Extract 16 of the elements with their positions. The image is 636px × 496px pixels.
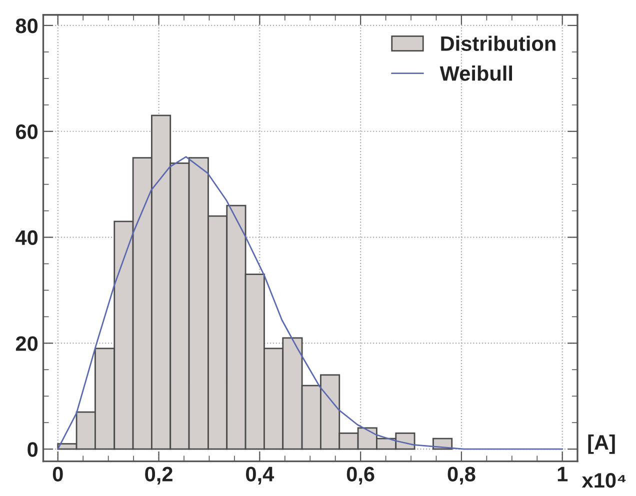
x-tick-label: 0,2 (145, 466, 172, 484)
x-tick-label: 0 (52, 466, 63, 482)
text: x10⁴ (582, 472, 626, 488)
x-tick-label: 0,8 (448, 466, 476, 484)
x-tick-label: 0,6 (346, 466, 374, 484)
y-tick-label: 0 (28, 442, 38, 457)
y-tick-label: 40 (16, 230, 38, 246)
legend-label: Distribution (441, 36, 556, 52)
y-tick-label: 20 (16, 336, 38, 351)
legend-label: Weibull (440, 66, 512, 81)
x-axis-title: [A] (588, 434, 615, 454)
y-tick-label: 80 (16, 18, 38, 34)
x-tick-label: 0,4 (246, 466, 274, 484)
line-series (57, 156, 564, 450)
x-tick-label: 1 (558, 466, 568, 482)
y-tick-label: 60 (16, 124, 38, 140)
